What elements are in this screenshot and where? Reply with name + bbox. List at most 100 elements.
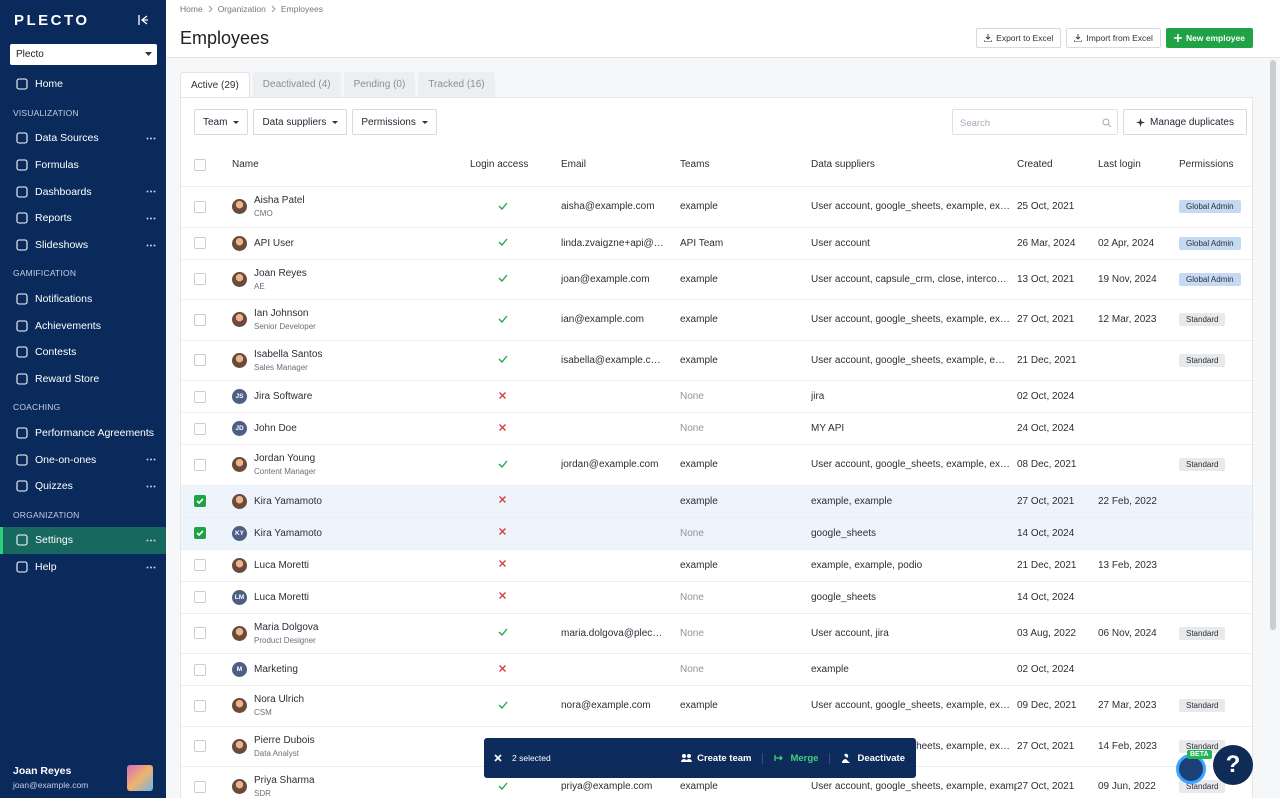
table-row[interactable]: M Marketing None example 02 Oct, 2024: [181, 654, 1252, 686]
email: ian@example.com: [561, 314, 644, 326]
filter-dropdown[interactable]: Data suppliers: [253, 109, 348, 135]
checkbox[interactable]: [194, 200, 206, 213]
checkbox[interactable]: [194, 780, 206, 793]
breadcrumb[interactable]: Organization: [217, 4, 266, 14]
bar-action[interactable]: Create team: [670, 753, 762, 764]
checkbox[interactable]: [194, 699, 206, 712]
table-row[interactable]: KY Kira Yamamoto None google_sheets 14 Oct, …: [181, 517, 1252, 550]
nav-item[interactable]: Settings: [0, 527, 166, 554]
nav-item[interactable]: Data Sources: [0, 125, 166, 152]
header-button[interactable]: Export to Excel: [976, 28, 1062, 48]
table-row[interactable]: Aisha Patel CMO aisha@example.com example Us…: [181, 187, 1252, 228]
employee-name[interactable]: Maria Dolgova: [254, 621, 319, 633]
table-row[interactable]: Jordan Young Content Manager jordan@exampl…: [181, 445, 1252, 486]
table-row[interactable]: Luca Moretti example example, example, pod…: [181, 550, 1252, 582]
employee-name[interactable]: Jira Software: [254, 391, 313, 402]
user-avatar[interactable]: [127, 765, 153, 791]
table-row[interactable]: Priya Sharma SDR priya@example.com example U…: [181, 767, 1252, 798]
employee-name[interactable]: Luca Moretti: [254, 591, 310, 603]
table-row[interactable]: Ian Johnson Senior Developer ian@example.c…: [181, 300, 1252, 341]
employee-name[interactable]: API User: [254, 237, 295, 249]
assistant-button[interactable]: [1176, 754, 1206, 784]
checkbox[interactable]: [194, 663, 206, 676]
manage-duplicates-button[interactable]: Manage duplicates: [1123, 109, 1247, 135]
table-row[interactable]: Joan Reyes AE joan@example.com example User …: [181, 260, 1252, 300]
breadcrumb[interactable]: Employees: [280, 4, 323, 14]
nav-item[interactable]: Dashboards: [0, 178, 166, 205]
tab[interactable]: Deactivated (4): [252, 72, 341, 98]
tab[interactable]: Tracked (16): [418, 72, 495, 98]
table-row[interactable]: JD John Doe None MY API 24 Oct, 2024: [181, 413, 1252, 445]
collapse-button[interactable]: [137, 14, 149, 26]
employee-name[interactable]: John Doe: [254, 423, 297, 434]
nav-item[interactable]: Home: [0, 71, 166, 98]
employee-name[interactable]: Jordan Young: [254, 453, 316, 465]
tab[interactable]: Active (29): [180, 72, 250, 98]
nav-item[interactable]: Reward Store: [0, 366, 166, 393]
employee-name[interactable]: Priya Sharma: [254, 775, 315, 787]
employee-name[interactable]: Nora Ulrich: [254, 694, 305, 706]
employee-name[interactable]: Kira Yamamoto: [254, 495, 322, 507]
table-row[interactable]: Kira Yamamoto example example, example 27 O…: [181, 485, 1252, 518]
checkbox[interactable]: [194, 354, 206, 367]
employee-name[interactable]: Joan Reyes: [254, 267, 307, 279]
checkbox[interactable]: [194, 313, 206, 326]
org-select[interactable]: Plecto: [10, 44, 157, 65]
table-row[interactable]: Nora Ulrich CSM nora@example.com example Use…: [181, 686, 1252, 727]
filter-dropdown[interactable]: Permissions: [352, 109, 437, 135]
table-row[interactable]: JS Jira Software None jira 02 Oct, 2024: [181, 381, 1252, 413]
nav-item[interactable]: Contests: [0, 339, 166, 366]
tab[interactable]: Pending (0): [343, 72, 416, 98]
user[interactable]: Joan Reyes joan@example.com: [13, 765, 88, 790]
breadcrumb[interactable]: Home: [180, 4, 203, 14]
table-row[interactable]: Isabella Santos Sales Manager isabella@exa…: [181, 341, 1252, 381]
checkbox[interactable]: [194, 591, 206, 603]
header-button[interactable]: Import from Excel: [1066, 28, 1161, 48]
checkbox[interactable]: [194, 559, 206, 571]
checkbox[interactable]: [194, 273, 206, 286]
bar-action[interactable]: Deactivate: [829, 752, 916, 764]
nav-item[interactable]: Formulas: [0, 152, 166, 179]
search-input[interactable]: Search: [952, 109, 1118, 135]
scrollbar[interactable]: [1270, 60, 1276, 630]
nav-item[interactable]: Achievements: [0, 312, 166, 339]
checkbox[interactable]: [194, 627, 206, 640]
bar-action[interactable]: Merge: [762, 752, 829, 764]
suppliers-cell: User account, jira: [811, 628, 1017, 639]
nav-item[interactable]: One-on-ones: [0, 446, 166, 473]
name-cell: JS Jira Software: [232, 389, 470, 404]
clear-selection[interactable]: [494, 754, 502, 762]
checkbox[interactable]: [194, 422, 206, 435]
table-row[interactable]: LM Luca Moretti None google_sheets 14 Oct, 2…: [181, 582, 1252, 614]
login-yes: [498, 201, 508, 210]
employee-name[interactable]: Aisha Patel: [254, 195, 305, 207]
checkbox[interactable]: [194, 527, 206, 539]
logo[interactable]: PLECTO: [14, 12, 90, 29]
nav-item[interactable]: Performance Agreements: [0, 420, 166, 447]
help-button[interactable]: ?: [1213, 745, 1253, 785]
employee-name[interactable]: Ian Johnson: [254, 308, 309, 320]
checkbox[interactable]: [194, 740, 206, 753]
login-cell: [470, 664, 561, 676]
filter-dropdown[interactable]: Team: [194, 109, 249, 135]
email-cell: joan@example.com: [561, 274, 680, 285]
nav-item[interactable]: Help: [0, 554, 166, 581]
nav-item[interactable]: Quizzes: [0, 473, 166, 500]
employee-name[interactable]: Luca Moretti: [254, 559, 310, 571]
checkbox[interactable]: [194, 237, 206, 249]
table-row[interactable]: Maria Dolgova Product Designer maria.dolgo…: [181, 614, 1252, 654]
employee-name[interactable]: Marketing: [254, 664, 298, 675]
nav-item[interactable]: Reports: [0, 205, 166, 232]
checkbox[interactable]: [194, 495, 206, 507]
table-row[interactable]: API User linda.zvaigzne+api@… API Team User…: [181, 228, 1252, 260]
employee-name[interactable]: Kira Yamamoto: [254, 527, 322, 539]
checkbox[interactable]: [194, 158, 206, 171]
nav-item[interactable]: Slideshows: [0, 232, 166, 259]
nav-item[interactable]: Notifications: [0, 286, 166, 313]
new-employee-button[interactable]: New employee: [1165, 28, 1253, 48]
filter-label: Team: [203, 116, 228, 128]
employee-name[interactable]: Pierre Dubois: [254, 734, 315, 746]
checkbox[interactable]: [194, 458, 206, 471]
employee-name[interactable]: Isabella Santos: [254, 348, 323, 360]
checkbox[interactable]: [194, 390, 206, 403]
